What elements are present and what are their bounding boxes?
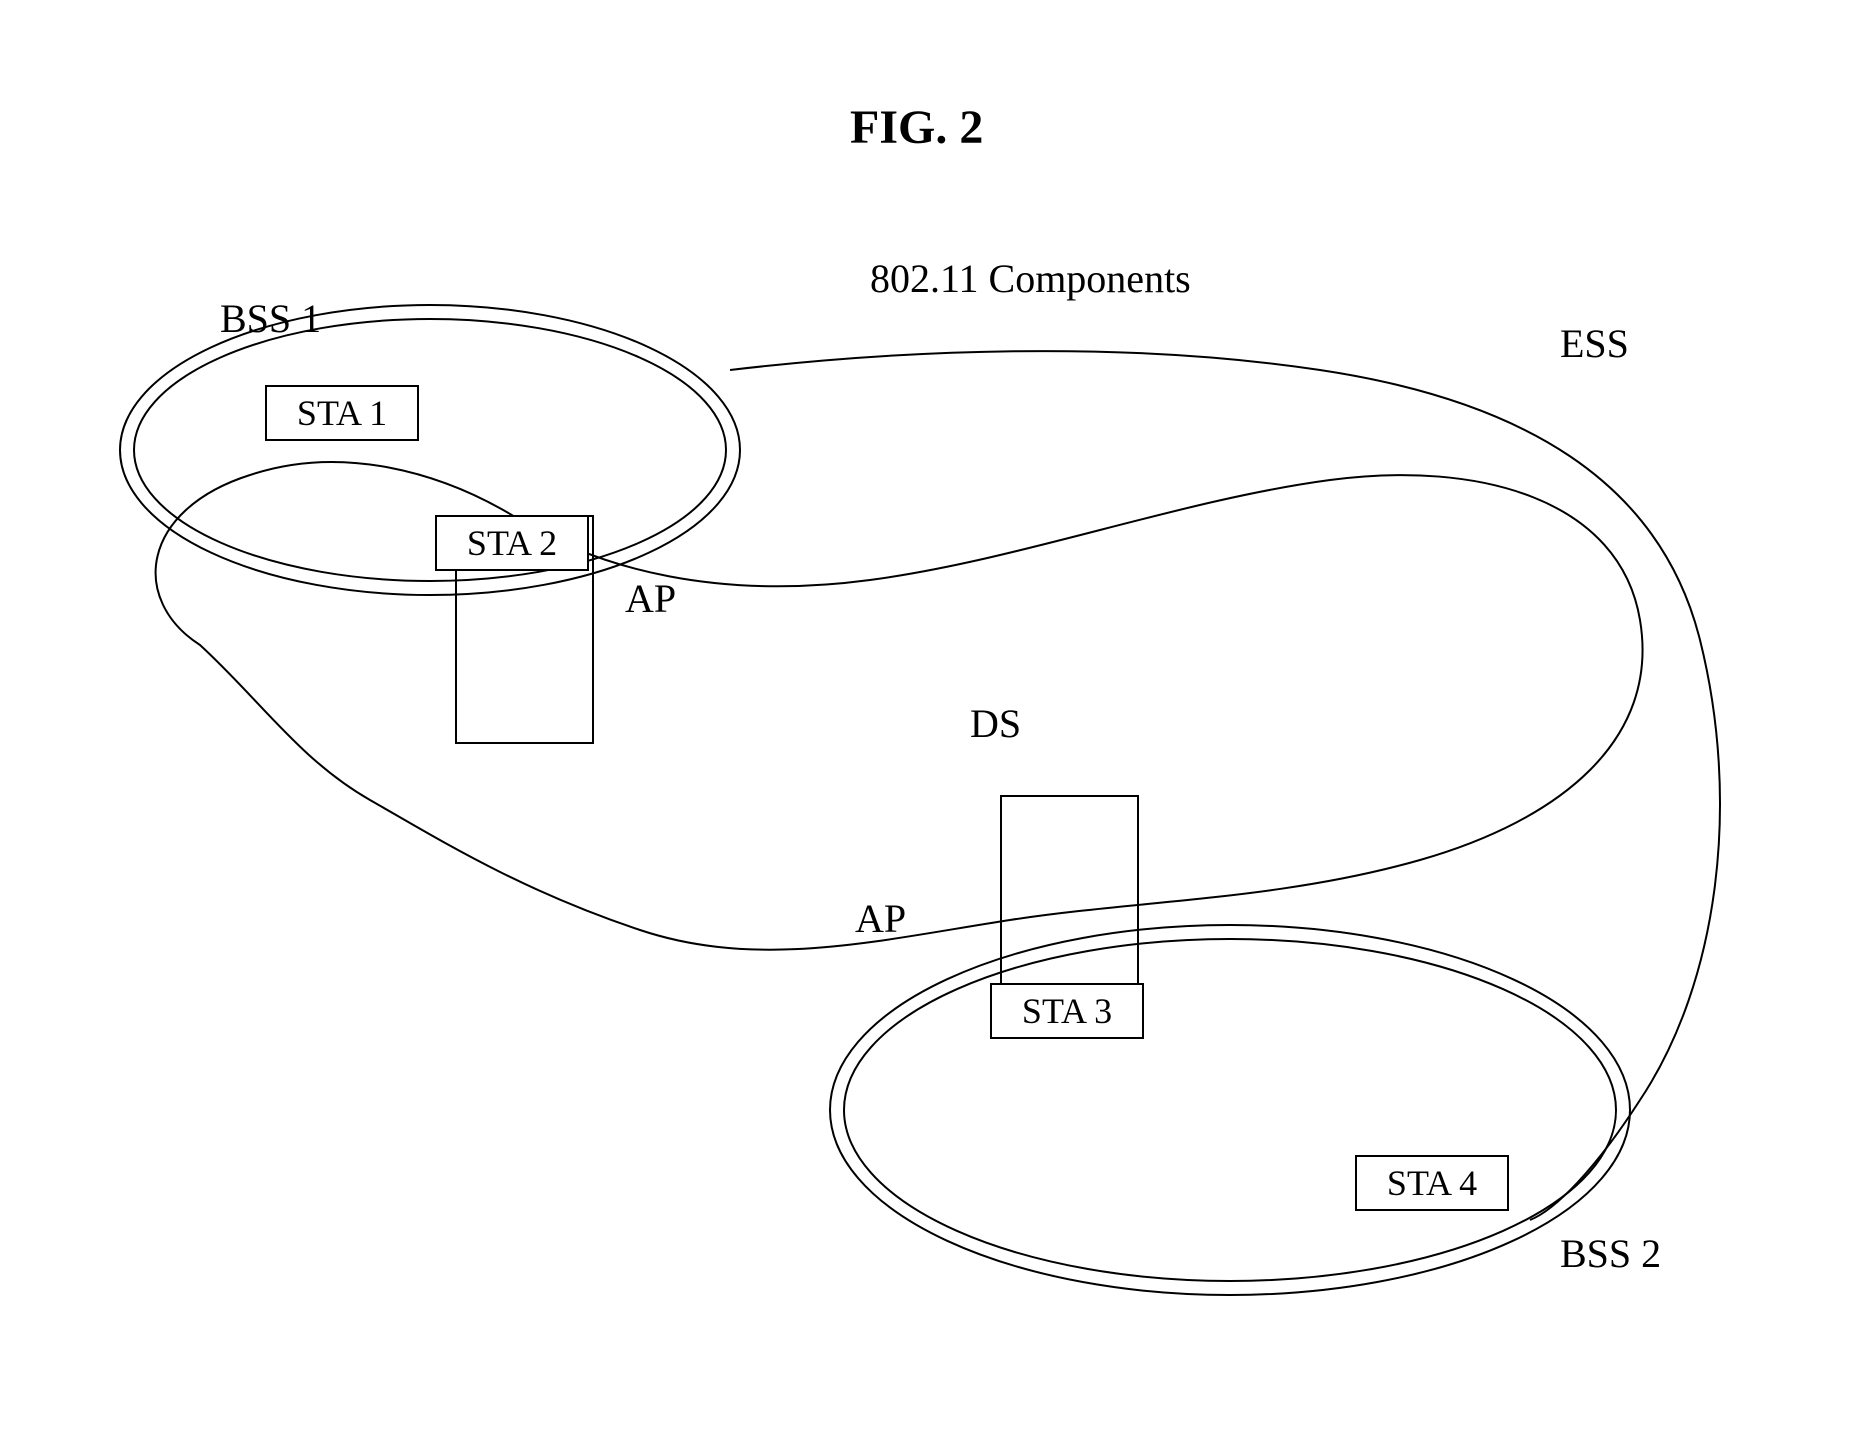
bss1-label: BSS 1 [220,295,321,342]
sta1-box: STA 1 [265,385,419,441]
bss2-inner [844,939,1616,1281]
bss1-inner [134,319,726,581]
bss2-label: BSS 2 [1560,1230,1661,1277]
components-label: 802.11 Components [870,255,1191,302]
figure-title: FIG. 2 [850,100,983,155]
sta3-box: STA 3 [990,983,1144,1039]
sta4-label: STA 4 [1387,1162,1477,1204]
sta2-box: STA 2 [435,515,589,571]
ds-region [156,462,1643,950]
sta1-label: STA 1 [297,392,387,434]
bss2-outer [830,925,1630,1295]
ds-label: DS [970,700,1021,747]
ess-label: ESS [1560,320,1629,367]
ap2-label: AP [855,895,906,942]
sta3-label: STA 3 [1022,990,1112,1032]
sta2-label: STA 2 [467,522,557,564]
ap1-label: AP [625,575,676,622]
diagram-svg [0,0,1858,1430]
bss1-outer [120,305,740,595]
sta4-box: STA 4 [1355,1155,1509,1211]
